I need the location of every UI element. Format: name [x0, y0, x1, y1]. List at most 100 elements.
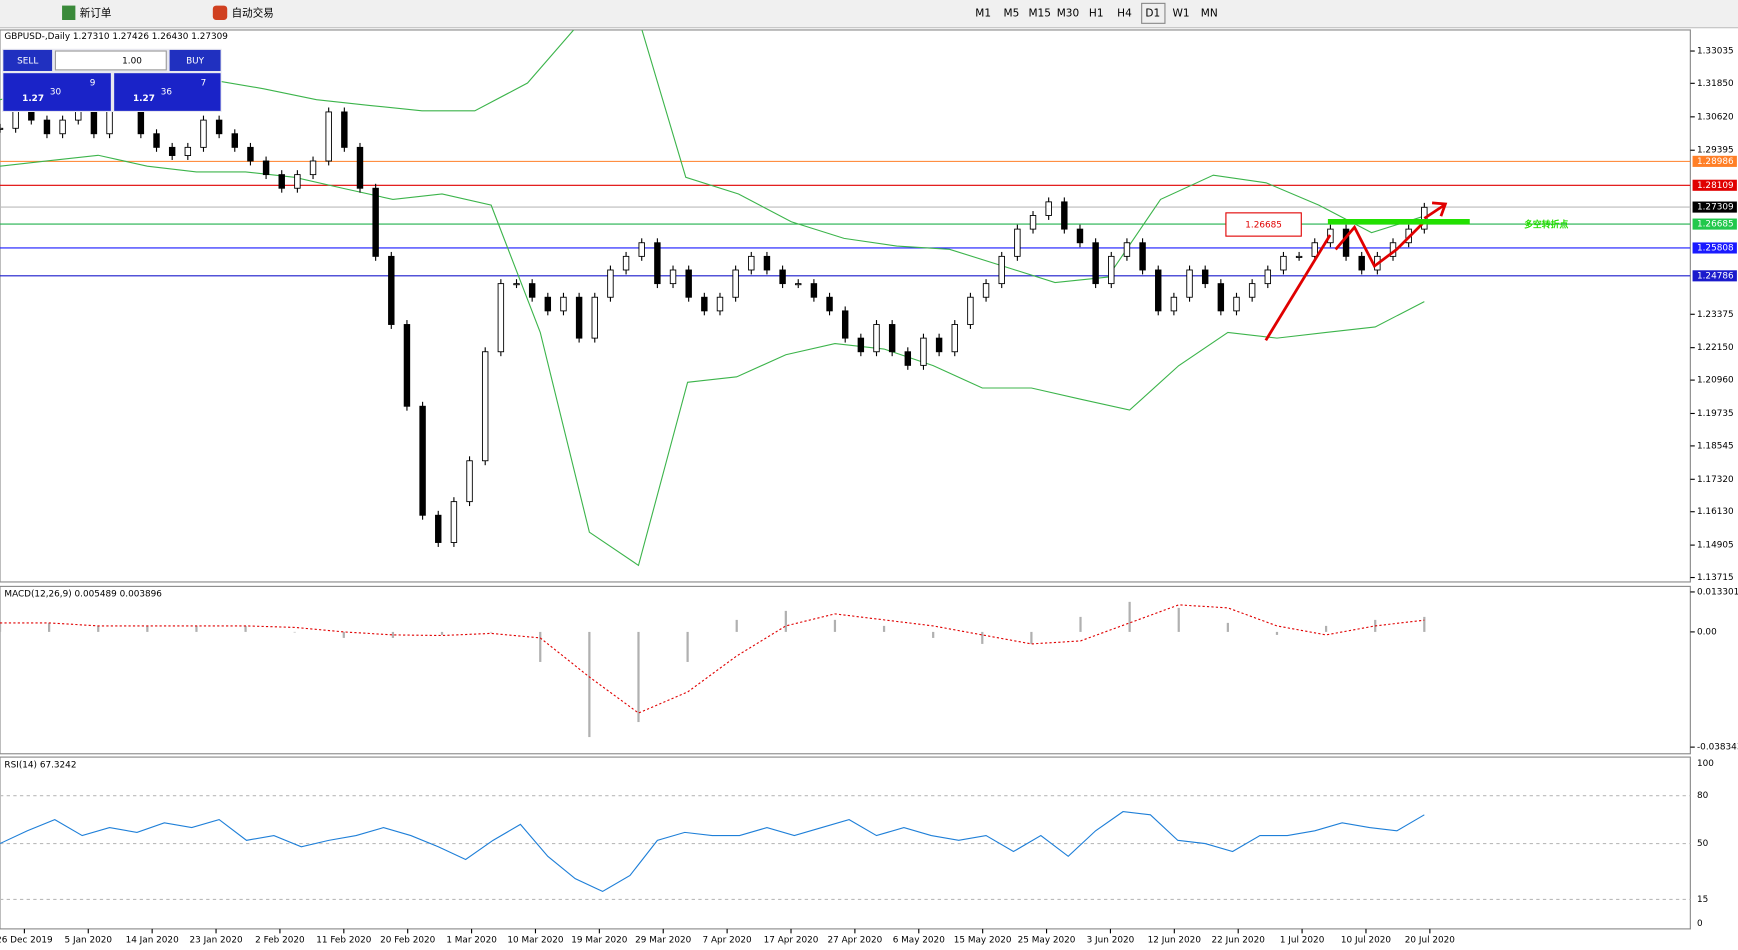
candle	[215, 119, 223, 135]
timeframe[interactable]: MN	[1201, 7, 1218, 19]
lots-field[interactable]	[54, 50, 167, 71]
candle	[309, 160, 317, 176]
candle	[497, 283, 505, 353]
candle	[419, 405, 426, 516]
candle	[544, 296, 552, 312]
y-tick-label: 1.23375	[1697, 310, 1734, 320]
h-line-label: 1.25808	[1697, 243, 1734, 253]
x-tick-label: 10 Jul 2020	[1341, 935, 1392, 945]
candle	[732, 269, 739, 298]
candle	[1029, 215, 1037, 230]
macd-bar	[981, 631, 984, 644]
h-line-tag	[1692, 242, 1737, 254]
candle	[43, 119, 51, 135]
candle	[654, 242, 661, 285]
x-tick-label: 1 Jul 2020	[1280, 935, 1325, 945]
buy-button[interactable]	[169, 49, 221, 71]
macd-bar	[1079, 616, 1082, 632]
macd-bar	[490, 631, 493, 633]
y-tick-label: 1.33035	[1697, 47, 1734, 57]
y-tick-label: 1.29395	[1697, 146, 1734, 156]
candle	[857, 337, 865, 353]
candle	[1295, 255, 1303, 258]
x-tick-label: 5 Jan 2020	[65, 935, 113, 945]
x-tick-label: 1 Mar 2020	[446, 935, 497, 945]
y-tick-label: 1.17320	[1697, 475, 1734, 485]
x-tick-label: 25 May 2020	[1018, 935, 1076, 945]
candle	[716, 296, 724, 312]
macd-bar	[539, 631, 542, 662]
x-tick-label: 3 Jun 2020	[1087, 935, 1135, 945]
x-tick-label: 23 Jan 2020	[189, 935, 242, 945]
x-tick-label: 20 Feb 2020	[380, 935, 436, 945]
rsi-title: RSI(14) 67.3242	[4, 760, 76, 770]
candle	[59, 119, 66, 135]
auto-icon[interactable]	[212, 5, 228, 20]
drawings	[1264, 201, 1448, 342]
candle	[372, 187, 379, 257]
h-line-label: 1.27309	[1697, 203, 1734, 213]
ask-frac: 7	[201, 79, 207, 89]
macd-bar	[0, 622, 2, 632]
x-tick-label: 7 Apr 2020	[703, 935, 753, 945]
sell-label[interactable]: SELL	[17, 57, 38, 67]
x-tick-label: 15 May 2020	[954, 935, 1012, 945]
timeframe[interactable]: M1	[975, 7, 991, 19]
buy-label[interactable]: BUY	[186, 57, 205, 67]
candle	[325, 111, 332, 162]
candle	[1358, 255, 1365, 271]
timeframe[interactable]: W1	[1172, 7, 1189, 19]
sell-button[interactable]	[3, 49, 53, 71]
x-tick-label: 12 Jun 2020	[1148, 935, 1202, 945]
macd-bar	[1275, 631, 1279, 635]
timeframe[interactable]: M5	[1004, 7, 1020, 19]
auto-trading[interactable]: 自动交易	[232, 6, 274, 19]
candle	[810, 283, 818, 298]
candle	[388, 255, 395, 325]
lots[interactable]: 1.00	[122, 57, 142, 67]
candle	[466, 460, 473, 503]
candle	[1123, 242, 1131, 257]
y-tick-label: 1.18545	[1697, 441, 1734, 451]
new-order-icon[interactable]	[62, 5, 76, 20]
h-line-tag	[1692, 201, 1737, 213]
h-line-tag	[1692, 218, 1737, 230]
macd-bar	[1177, 607, 1180, 632]
candle	[1076, 228, 1084, 244]
candle	[763, 255, 771, 271]
candle	[638, 242, 645, 257]
timeframe[interactable]: M15	[1028, 7, 1050, 19]
candle	[1061, 201, 1068, 230]
timeframe[interactable]: H1	[1089, 7, 1104, 19]
macd-bar	[293, 631, 296, 633]
candle	[1248, 283, 1256, 298]
candle	[1092, 242, 1099, 285]
y-tick-label: 80	[1697, 791, 1709, 801]
new-order[interactable]: 新订单	[80, 6, 112, 19]
y-tick-label: 1.31850	[1697, 79, 1734, 89]
candle	[701, 296, 708, 312]
ask-box[interactable]	[114, 73, 221, 111]
candle	[560, 296, 567, 312]
timeframe[interactable]: D1	[1145, 7, 1160, 19]
timeframe[interactable]: H4	[1117, 7, 1132, 19]
candle	[513, 283, 520, 286]
candle	[1045, 201, 1052, 216]
toolbar	[0, 0, 1738, 28]
timeframe[interactable]: M30	[1057, 7, 1079, 19]
ask-big: 1.27	[133, 94, 155, 104]
candle	[1264, 269, 1272, 285]
y-tick-label: 0	[1697, 919, 1703, 929]
candle	[0, 127, 4, 130]
h-line-label: 1.26685	[1697, 220, 1734, 230]
macd-bar	[882, 625, 886, 632]
candle	[935, 337, 943, 353]
bid-box[interactable]	[3, 73, 111, 111]
candle	[622, 255, 630, 271]
candle	[1186, 269, 1193, 298]
macd-bar	[784, 610, 787, 632]
x-tick-label: 11 Feb 2020	[316, 935, 372, 945]
macd-bar	[391, 631, 395, 638]
macd-title: MACD(12,26,9) 0.005489 0.003896	[4, 590, 162, 600]
